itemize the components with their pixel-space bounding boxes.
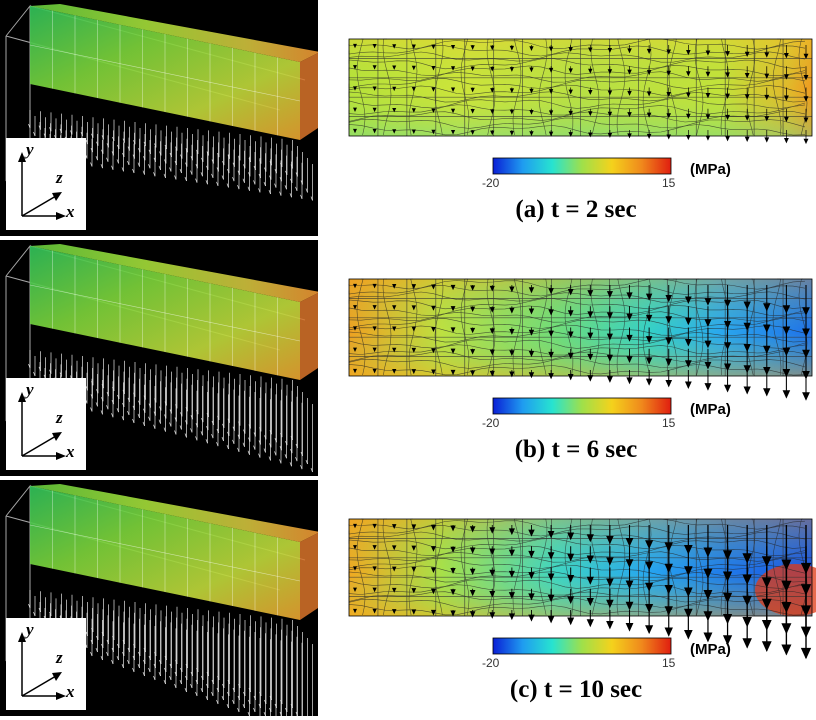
x-axis-label: x [66,442,75,461]
beam-end-face [300,53,318,140]
panel-caption: (a) t = 2 sec [515,196,637,223]
x-axis-label: x [66,682,75,701]
colorbar [492,397,672,415]
displacement-vectors [353,43,809,145]
beam-3d-view: y z x [0,240,318,476]
z-axis-label: z [56,408,63,427]
unit-label: (MPa) [690,161,731,178]
y-axis-label: y [26,380,34,399]
axes-triad: y z x [6,378,86,470]
displacement-vectors [353,523,812,660]
y-axis-label: y [26,140,34,159]
axes-triad: y z x [6,618,86,710]
beam-end-face [300,293,318,380]
colorbar-min-label: -20 [482,176,500,190]
panel-caption: (c) t = 10 sec [509,676,643,703]
colorbar [492,637,672,655]
stress-contour-plot [348,38,813,175]
beam-top-face [30,484,318,542]
beam-top-face [30,4,318,62]
colorbar-max-label: 15 [662,656,676,670]
x-axis-label: x [66,202,75,221]
colorbar-min-label: -20 [482,656,500,670]
beam-3d-view: y z x [0,480,318,716]
displacement-vectors [353,283,810,401]
unit-label: (MPa) [690,641,731,658]
panel-a: y z x -20 15 (MPa) (a) t = 2 sec [0,0,816,240]
z-axis-label: z [56,648,63,667]
unit-label: (MPa) [690,401,731,418]
beam-3d-view: y z x [0,0,318,236]
panel-b: y z x -20 15 (MPa) (b) t = 6 sec [0,240,816,480]
y-axis-label: y [26,620,34,639]
panel-c: y z x -20 15 (MPa) (c) t = 10 sec [0,480,816,720]
axes-triad: y z x [6,138,86,230]
stress-contour-plot [348,518,816,660]
z-axis-label: z [56,168,63,187]
panel-caption: (b) t = 6 sec [514,436,638,463]
beam-end-face [300,533,318,620]
colorbar [492,157,672,175]
beam-3d-model [5,244,318,473]
beam-top-face [30,244,318,302]
stress-contour-plot [348,278,813,415]
colorbar-max-label: 15 [662,416,676,430]
colorbar-min-label: -20 [482,416,500,430]
colorbar-max-label: 15 [662,176,676,190]
beam-3d-model [5,4,318,201]
